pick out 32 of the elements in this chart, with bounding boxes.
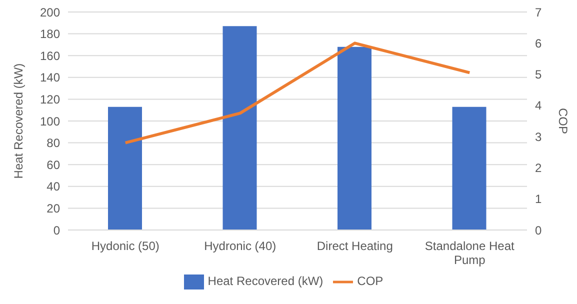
bar <box>452 106 486 230</box>
y-tick-label: 200 <box>40 5 60 20</box>
y-tick-label: 20 <box>46 201 60 216</box>
y2-tick-label: 6 <box>535 36 542 50</box>
bar <box>338 46 372 230</box>
bar <box>108 106 142 230</box>
y-tick-label: 100 <box>40 114 60 128</box>
y-tick-label: 40 <box>46 180 60 194</box>
y2-tick-label: 0 <box>535 223 542 238</box>
y2-tick-label: 1 <box>535 192 542 206</box>
x-tick-label: Hydronic (40) <box>204 239 276 253</box>
y-tick-label: 140 <box>40 70 60 85</box>
bar <box>222 26 257 230</box>
y2-tick-label: 2 <box>535 160 542 175</box>
y2-tick-label: 7 <box>535 5 542 20</box>
y-tick-label: 120 <box>40 92 60 106</box>
legend-label: COP <box>357 274 384 288</box>
y-tick-label: 160 <box>40 48 60 63</box>
x-tick-label: Hydonic (50) <box>91 239 160 253</box>
y-tick-label: 60 <box>46 158 60 172</box>
x-tick-label: Direct Heating <box>316 239 393 253</box>
y-tick-label: 180 <box>40 27 60 42</box>
y-tick-label: 80 <box>46 136 60 150</box>
y2-axis-title: COP <box>556 108 570 134</box>
x-tick-label: Standalone Heat Pump <box>424 239 515 267</box>
y-tick-label: 0 <box>53 223 60 238</box>
y2-tick-label: 4 <box>535 98 542 113</box>
legend-label: Heat Recovered (kW) <box>208 274 324 288</box>
y2-tick-label: 3 <box>535 130 542 144</box>
line-series <box>124 42 472 144</box>
y2-tick-label: 5 <box>535 68 542 82</box>
y-axis-title: Heat Recovered (kW) <box>11 63 26 179</box>
